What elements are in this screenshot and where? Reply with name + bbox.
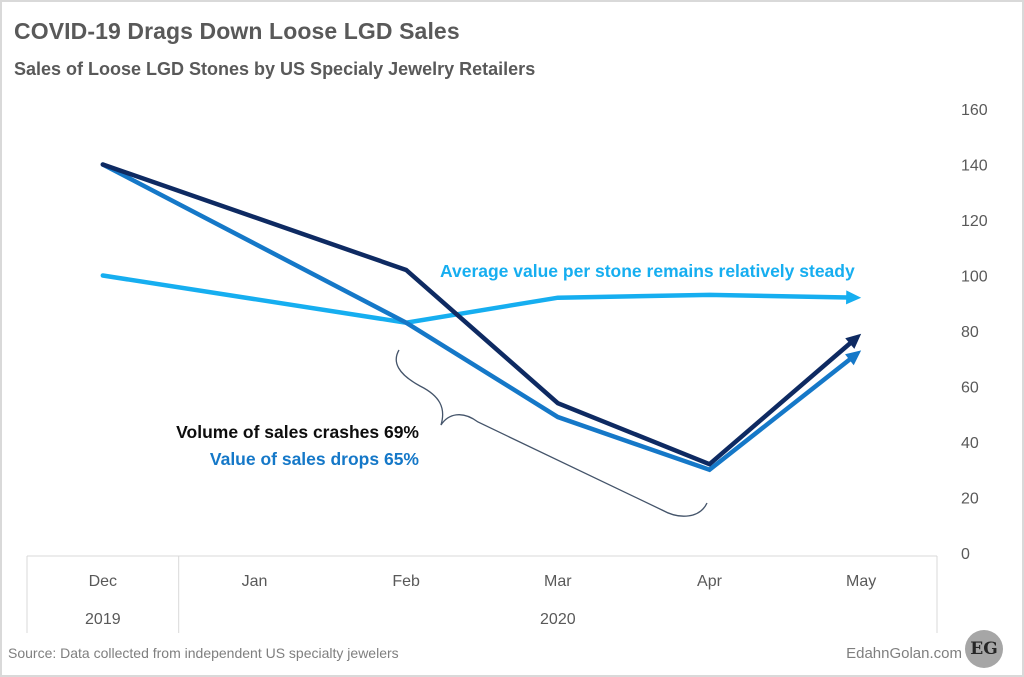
annotation-volume: Volume of sales crashes 69% xyxy=(176,422,419,442)
series-line-average xyxy=(100,273,851,325)
x-tick-label: Feb xyxy=(392,573,420,590)
y-tick-label: 60 xyxy=(961,380,979,397)
annotation-bracket xyxy=(395,349,708,517)
y-axis: 0 20 40 60 80 100 120 140 160 xyxy=(961,102,988,563)
x-group-label: 2020 xyxy=(540,611,576,628)
y-tick-label: 20 xyxy=(961,491,979,508)
annotation-average: Average value per stone remains relative… xyxy=(440,261,855,281)
x-tick-label: Apr xyxy=(697,573,723,590)
chart-title: COVID-19 Drags Down Loose LGD Sales xyxy=(14,18,460,44)
y-tick-label: 160 xyxy=(961,102,988,119)
y-tick-label: 80 xyxy=(961,324,979,341)
y-tick-label: 0 xyxy=(961,546,970,563)
y-tick-label: 40 xyxy=(961,435,979,452)
x-axis-table xyxy=(26,555,938,633)
y-tick-label: 120 xyxy=(961,213,988,230)
x-tick-label: May xyxy=(846,573,876,590)
series-group xyxy=(100,162,862,473)
arrowhead-value xyxy=(845,350,862,366)
source-note: Source: Data collected from independent … xyxy=(8,645,399,661)
brand-logo: EG xyxy=(965,630,1003,668)
arrowhead-average xyxy=(846,290,862,305)
y-tick-label: 140 xyxy=(961,158,988,175)
chart-subtitle: Sales of Loose LGD Stones by US Specialy… xyxy=(14,59,536,79)
x-group-label: 2019 xyxy=(85,611,121,628)
x-tick-label: Mar xyxy=(544,573,572,590)
x-axis: Dec Jan Feb Mar Apr May 2019 2020 xyxy=(85,573,876,628)
x-tick-label: Jan xyxy=(242,573,268,590)
brand-link[interactable]: EdahnGolan.com xyxy=(846,645,962,662)
y-tick-label: 100 xyxy=(961,269,988,286)
x-tick-label: Dec xyxy=(89,573,117,590)
arrowhead-volume xyxy=(845,333,862,349)
annotation-value: Value of sales drops 65% xyxy=(210,449,420,469)
series-line-volume xyxy=(100,162,854,467)
